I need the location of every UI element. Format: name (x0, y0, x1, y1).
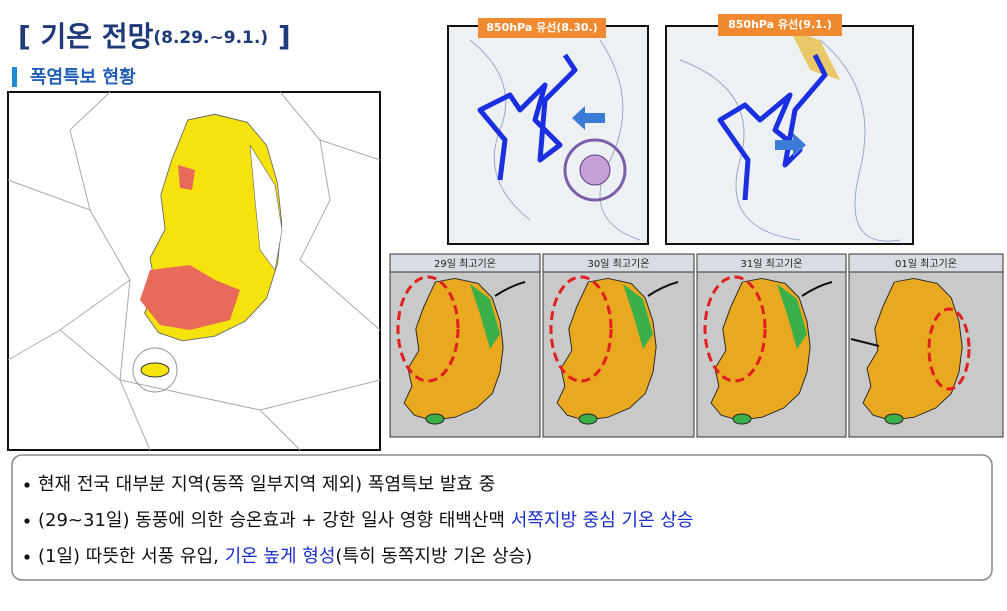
isobar (469, 39, 641, 241)
jeju (425, 413, 445, 425)
cool-region (623, 284, 653, 349)
emphasis-text: 서쪽지방 중심 기온 상승 (511, 510, 694, 531)
panel-header (696, 253, 847, 273)
text-segment: 현재 전국 대부분 지역(동쪽 일부지역 제외) 폭염특보 발효 중 (38, 474, 495, 495)
panel-header (542, 253, 695, 273)
hot-zone (549, 275, 613, 383)
streamline-map: 850hPa 유선(8.30.) (447, 18, 649, 245)
bullet-list: 현재 전국 대부분 지역(동쪽 일부지역 제외) 폭염특보 발효 중 (29~31… (24, 474, 693, 567)
panel-header (848, 253, 1004, 273)
panel-header-label: 30일 최고기온 (588, 258, 650, 270)
cool-region (777, 284, 807, 349)
hot-zone (927, 307, 971, 391)
map-tab-label: 850hPa 유선(9.1.) (728, 17, 832, 31)
map-tab-label: 850hPa 유선(8.30.) (486, 20, 597, 34)
streamline-map: 850hPa 유선(9.1.) (665, 14, 914, 245)
panel-header-label: 29일 최고기온 (434, 258, 496, 270)
bullet-dot (24, 518, 30, 524)
jeju (140, 362, 170, 378)
subtitle-marker (12, 67, 17, 87)
map-tab (718, 14, 842, 36)
temperature-panels: 29일 최고기온 30일 최고기온 31일 최고기온 01일 최고기온 (389, 253, 1004, 438)
bullet-text: (1일) 따뜻한 서풍 유입, 기온 높게 형성(특히 동쪽지방 기온 상승) (38, 546, 532, 567)
map-boundaries (7, 91, 381, 451)
hot-zone (703, 275, 767, 383)
text-segment: (1일) 따뜻한 서풍 유입, (38, 546, 225, 567)
emphasis-text: 기온 높게 형성 (225, 546, 336, 567)
wind-arrow (775, 133, 806, 157)
warning-region (178, 165, 195, 190)
bullet-dot (24, 482, 30, 488)
summary-box (11, 454, 993, 581)
east-region (249, 144, 283, 271)
bullet-text: 현재 전국 대부분 지역(동쪽 일부지역 제외) 폭염특보 발효 중 (38, 474, 495, 495)
title-main: 기온 전망 (41, 20, 154, 53)
title-date: (8.29.~9.1.) (153, 28, 268, 48)
panel-header (389, 253, 541, 273)
jeju (884, 413, 904, 425)
warning-region (140, 265, 240, 330)
hot-zone (396, 275, 460, 383)
streamline (717, 53, 828, 201)
jeju-zone (132, 347, 178, 393)
title: [ 기온 전망(8.29.~9.1.) ] (18, 20, 291, 53)
title-bracket: [ (18, 20, 31, 53)
typhoon-core (579, 154, 611, 186)
typhoon (563, 138, 627, 202)
cool-region (470, 284, 500, 349)
wind-arrow (801, 281, 833, 297)
bullet-dot (24, 554, 30, 560)
jeju (732, 413, 752, 425)
text-segment: (29~31일) 동풍에 의한 승온효과 + 강한 일사 영향 태백산맥 (38, 510, 511, 531)
text-segment: (특히 동쪽지방 기온 상승) (335, 546, 532, 567)
wind-arrow (850, 338, 880, 347)
map-tab (478, 18, 606, 38)
panel-header-label: 31일 최고기온 (741, 258, 803, 270)
bullet-text: (29~31일) 동풍에 의한 승온효과 + 강한 일사 영향 태백산맥 서쪽지… (38, 510, 693, 531)
streamline (477, 53, 578, 181)
jeju (578, 413, 598, 425)
heatwave-map (7, 91, 381, 451)
isobar (679, 39, 901, 242)
wind-arrow (494, 281, 526, 297)
title-bracket: ] (278, 20, 291, 53)
wind-arrow (572, 106, 605, 130)
wind-arrow (647, 281, 679, 297)
cool-region (929, 284, 959, 349)
panel-header-label: 01일 최고기온 (895, 258, 957, 270)
subtitle: 폭염특보 현황 (30, 67, 136, 88)
